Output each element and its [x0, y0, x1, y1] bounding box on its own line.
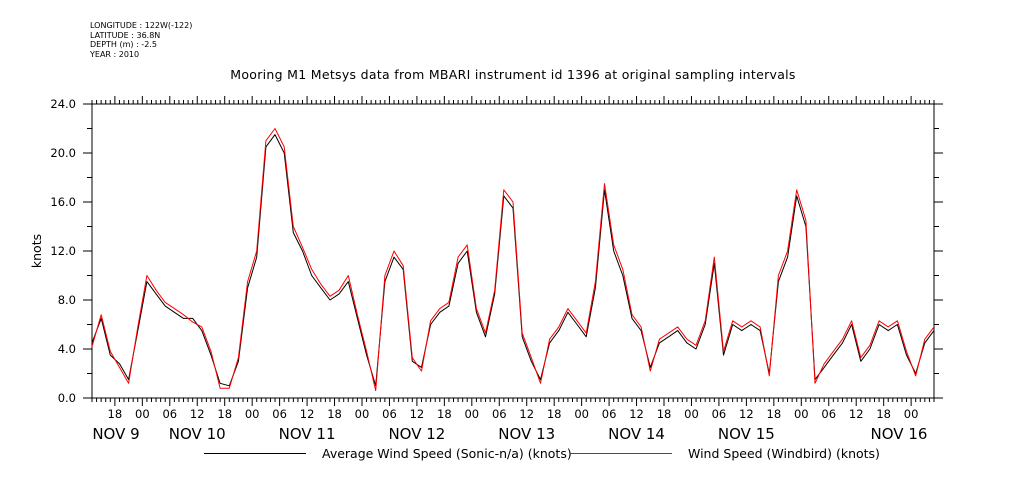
legend-swatch-windbird [570, 453, 672, 454]
x-axis: 18 00 06 12 18 00 06 12 18 00 06 12 18 00 06 12 18 00 06 12… [91, 96, 935, 443]
x-tick-label: 00 [574, 407, 589, 421]
y-tick-label: 24.0 [50, 97, 76, 111]
y-tick-label: 16.0 [50, 195, 76, 209]
y-tick-label: 12.0 [50, 244, 76, 258]
x-tick-label: 00 [245, 407, 260, 421]
y-tick-label: 0.0 [58, 391, 76, 405]
y-tick-label: 4.0 [58, 342, 76, 356]
legend-label-average: Average Wind Speed (Sonic-n/a) (knots) [322, 446, 572, 461]
x-tick-label: 06 [492, 407, 507, 421]
meta-latitude: LATITUDE : 36.8N [90, 30, 161, 40]
x-tick-label: 18 [547, 407, 562, 421]
x-day-label: NOV 16 [871, 425, 928, 443]
legend: Average Wind Speed (Sonic-n/a) (knots) W… [0, 446, 1009, 462]
x-tick-label: 06 [382, 407, 397, 421]
x-tick-label: 00 [355, 407, 370, 421]
x-tick-label: 12 [300, 407, 315, 421]
x-tick-label: 12 [190, 407, 205, 421]
x-tick-label: 12 [410, 407, 425, 421]
x-tick-label: 18 [327, 407, 342, 421]
x-tick-label: 18 [108, 407, 123, 421]
x-tick-label: 12 [739, 407, 754, 421]
chart-title: Mooring M1 Metsys data from MBARI instru… [230, 67, 796, 82]
x-tick-label: 18 [437, 407, 452, 421]
legend-label-windbird: Wind Speed (Windbird) (knots) [688, 446, 880, 461]
x-day-label: NOV 14 [608, 425, 665, 443]
x-tick-label: 06 [602, 407, 617, 421]
x-day-label: NOV 11 [279, 425, 336, 443]
y-tick-label: 8.0 [58, 293, 76, 307]
x-tick-label: 06 [162, 407, 177, 421]
x-tick-label: 12 [629, 407, 644, 421]
metadata-block: LONGITUDE : 122W(-122) LATITUDE : 36.8N … [90, 21, 192, 59]
x-tick-label: 00 [684, 407, 699, 421]
x-tick-label: 18 [767, 407, 782, 421]
x-tick-label: 18 [657, 407, 672, 421]
x-tick-label: 06 [712, 407, 727, 421]
meta-depth: DEPTH (m) : -2.5 [90, 40, 157, 49]
series-windbird-wind-speed [91, 128, 935, 392]
x-day-label: NOV 9 [92, 425, 139, 443]
x-day-label: NOV 15 [718, 425, 775, 443]
x-tick-label: 00 [464, 407, 479, 421]
x-tick-label: 12 [849, 407, 864, 421]
y-tick-label: 20.0 [50, 146, 76, 160]
x-tick-label: 06 [272, 407, 287, 421]
meta-longitude: LONGITUDE : 122W(-122) [90, 21, 193, 30]
x-tick-label: 18 [217, 407, 232, 421]
x-tick-label: 12 [519, 407, 534, 421]
x-tick-label: 00 [794, 407, 809, 421]
y-axis: 0.0 4.0 8.0 12.0 16.0 20.0 24.0 [50, 97, 943, 405]
x-tick-label: 00 [135, 407, 150, 421]
x-tick-label: 06 [821, 407, 836, 421]
x-day-label: NOV 12 [388, 425, 445, 443]
x-day-label: NOV 13 [498, 425, 555, 443]
y-axis-label: knots [29, 234, 44, 268]
x-day-label: NOV 10 [169, 425, 226, 443]
x-tick-label: 00 [904, 407, 919, 421]
series-group [91, 128, 935, 392]
meta-year: YEAR : 2010 [90, 49, 140, 59]
legend-swatch-average [204, 453, 306, 454]
x-tick-label: 18 [876, 407, 891, 421]
